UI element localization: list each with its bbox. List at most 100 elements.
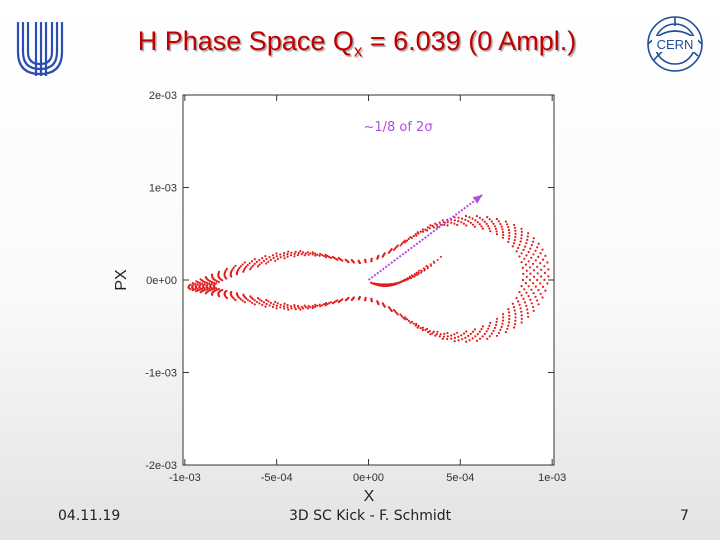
orbit-point bbox=[434, 222, 437, 225]
orbit-point bbox=[441, 219, 444, 222]
orbit-point bbox=[279, 256, 282, 259]
orbit-point bbox=[246, 264, 249, 267]
orbit-point bbox=[495, 334, 499, 337]
orbit-point bbox=[275, 307, 278, 310]
orbit-point bbox=[337, 300, 340, 304]
x-tick-label: 5e-04 bbox=[446, 472, 474, 484]
orbit-point bbox=[474, 335, 477, 338]
orbit-point bbox=[433, 261, 436, 264]
orbit-point bbox=[409, 321, 412, 324]
annotation-arrowhead bbox=[472, 194, 483, 204]
orbit-point bbox=[478, 330, 481, 333]
page-number: 7 bbox=[680, 508, 689, 524]
orbit-point bbox=[258, 259, 261, 262]
orbit-point bbox=[525, 242, 528, 245]
orbit-point bbox=[191, 289, 194, 292]
orbit-point bbox=[331, 302, 334, 305]
orbit-point bbox=[224, 269, 227, 272]
orbit-point bbox=[261, 257, 264, 260]
y-tick-label: -1e-03 bbox=[145, 368, 177, 380]
orbit-point bbox=[424, 228, 427, 231]
orbit-point bbox=[385, 283, 388, 286]
orbit-point bbox=[196, 289, 200, 292]
orbit-point bbox=[506, 327, 509, 330]
orbit-point bbox=[537, 255, 540, 258]
orbit-point bbox=[246, 298, 249, 301]
orbit-point bbox=[488, 227, 491, 230]
orbit-point bbox=[411, 275, 414, 278]
orbit-point bbox=[215, 280, 219, 283]
orbit-point bbox=[499, 328, 502, 331]
orbit-point bbox=[468, 216, 471, 219]
orbit-point bbox=[241, 263, 244, 266]
orbit-point bbox=[495, 320, 498, 323]
orbit-point bbox=[293, 306, 296, 309]
orbit-point bbox=[201, 288, 204, 291]
orbit-point bbox=[481, 227, 484, 230]
orbit-point bbox=[232, 266, 235, 269]
orbit-point bbox=[502, 316, 505, 319]
orbit-point bbox=[426, 331, 430, 334]
orbit-point bbox=[258, 298, 261, 301]
orbit-point bbox=[412, 322, 415, 325]
orbit-point bbox=[316, 253, 319, 256]
orbit-point bbox=[253, 303, 256, 306]
orbit-point bbox=[446, 335, 449, 338]
orbit-point bbox=[520, 314, 523, 317]
orbit-point bbox=[253, 258, 256, 261]
cern-logo-text: CERN bbox=[657, 37, 694, 52]
orbit-point bbox=[481, 325, 484, 328]
orbit-point bbox=[243, 267, 246, 270]
orbit-point bbox=[238, 267, 241, 270]
orbit-point bbox=[237, 268, 240, 271]
orbit-point bbox=[400, 280, 403, 283]
orbit-point bbox=[507, 308, 510, 311]
orbit-point bbox=[300, 253, 303, 256]
title-main: H Phase Space Q bbox=[137, 26, 354, 56]
orbit-point bbox=[248, 300, 251, 303]
orbit-point bbox=[514, 232, 517, 235]
orbit-point bbox=[218, 295, 221, 298]
orbit-point bbox=[416, 273, 419, 276]
orbit-point bbox=[350, 259, 353, 262]
x-tick-label: -5e-04 bbox=[261, 472, 293, 484]
orbit-point bbox=[403, 279, 406, 282]
orbit-point bbox=[541, 285, 545, 288]
orbit-point bbox=[251, 264, 254, 267]
orbit-point bbox=[525, 291, 528, 294]
orbit-point bbox=[543, 278, 546, 281]
orbit-point bbox=[481, 218, 484, 221]
orbit-point bbox=[225, 267, 228, 270]
orbit-point bbox=[426, 229, 429, 232]
orbit-point bbox=[316, 304, 319, 307]
orbit-point bbox=[485, 330, 488, 333]
orbit-point bbox=[511, 245, 514, 248]
x-tick-label: 1e-03 bbox=[538, 472, 566, 484]
title-rest: = 6.039 (0 Ampl.) bbox=[362, 26, 577, 56]
orbit-point bbox=[492, 329, 495, 332]
orbit-point bbox=[426, 327, 429, 330]
orbit-point bbox=[492, 222, 495, 225]
orbit-point bbox=[204, 292, 207, 295]
orbit-point bbox=[532, 262, 535, 265]
orbit-point bbox=[262, 301, 265, 304]
orbit-point bbox=[499, 222, 502, 226]
orbit-point bbox=[403, 239, 406, 242]
orbit-point bbox=[443, 223, 446, 226]
orbit-point bbox=[198, 288, 201, 291]
orbit-point bbox=[483, 220, 486, 223]
orbit-point bbox=[268, 256, 271, 259]
orbit-point bbox=[396, 244, 399, 247]
orbit-point bbox=[520, 321, 523, 324]
orbit-point bbox=[307, 304, 310, 308]
orbit-point bbox=[390, 248, 393, 251]
orbit-point bbox=[283, 251, 286, 255]
orbit-point bbox=[518, 255, 521, 258]
orbit-point bbox=[457, 220, 460, 223]
orbit-point bbox=[460, 334, 463, 337]
orbit-point bbox=[469, 221, 472, 224]
orbit-point bbox=[537, 289, 540, 292]
orbit-point bbox=[523, 245, 527, 248]
orbit-point bbox=[303, 254, 306, 257]
orbit-point bbox=[514, 319, 517, 322]
